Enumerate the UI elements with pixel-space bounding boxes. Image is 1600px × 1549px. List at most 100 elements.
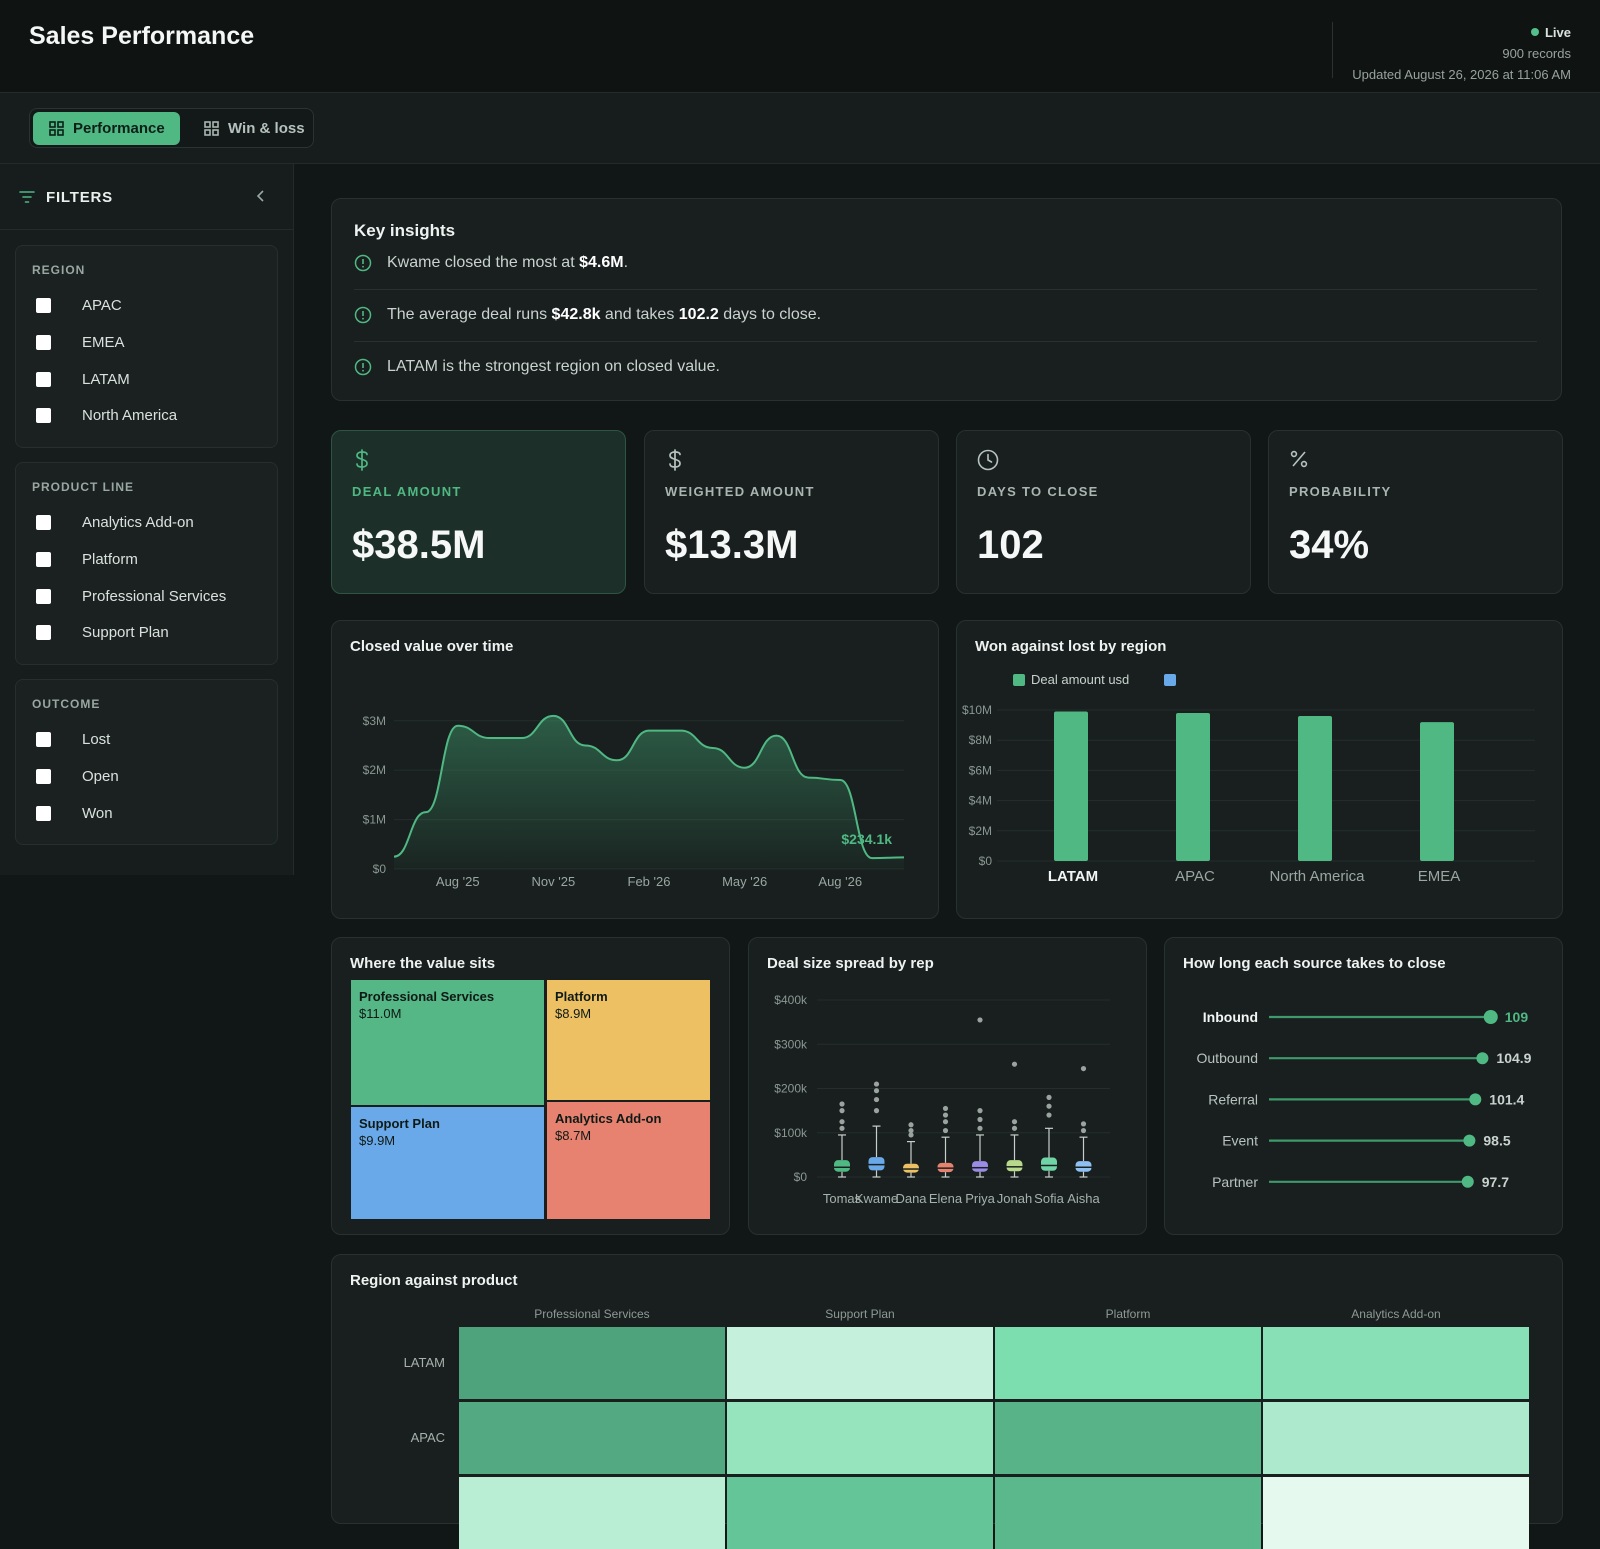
x-tick-label: Jonah: [997, 1191, 1032, 1206]
x-tick-label: Aug '26: [818, 874, 862, 889]
outlier-point: [1046, 1112, 1051, 1117]
checkbox[interactable]: [36, 408, 51, 423]
kpi-deal-amount[interactable]: DEAL AMOUNT $38.5M: [331, 430, 626, 594]
tab-performance-label: Performance: [73, 120, 165, 137]
checkbox[interactable]: [36, 298, 51, 313]
filter-option-label: APAC: [82, 297, 122, 314]
checkbox[interactable]: [36, 372, 51, 387]
outlier-point: [874, 1097, 879, 1102]
treemap-cell-analytics-add-on[interactable]: Analytics Add-on $8.7M: [547, 1102, 710, 1219]
filter-option-label: Won: [82, 805, 113, 822]
checkbox[interactable]: [36, 769, 51, 784]
filter-option-label: Professional Services: [82, 588, 226, 605]
y-tick-label: $8M: [969, 733, 992, 747]
outlier-point: [977, 1108, 982, 1113]
chevron-left-icon[interactable]: [253, 188, 269, 204]
insight-item: Kwame closed the most at $4.6M.: [354, 254, 1529, 306]
outlier-point: [1046, 1095, 1051, 1100]
kpi-probability[interactable]: PROBABILITY 34%: [1268, 430, 1563, 594]
heatmap-cell[interactable]: [1263, 1402, 1529, 1474]
outlier-point: [943, 1112, 948, 1117]
x-tick-label: APAC: [1175, 868, 1215, 885]
outlier-point: [839, 1126, 844, 1131]
y-tick-label: $10M: [962, 703, 992, 717]
checkbox[interactable]: [36, 335, 51, 350]
y-tick-label: $0: [979, 854, 993, 868]
heatmap-cell[interactable]: [459, 1327, 725, 1399]
outlier-point: [1081, 1121, 1086, 1126]
insight-text: The average deal runs $42.8k and takes 1…: [387, 306, 821, 324]
treemap-cell-platform[interactable]: Platform $8.9M: [547, 980, 710, 1100]
outlier-point: [1046, 1104, 1051, 1109]
checkbox[interactable]: [36, 625, 51, 640]
outlier-point: [874, 1088, 879, 1093]
checkbox[interactable]: [36, 552, 51, 567]
kpi-days-to-close[interactable]: DAYS TO CLOSE 102: [956, 430, 1251, 594]
tab-bar: Performance Win & loss: [0, 93, 1600, 164]
x-tick-label: Kwame: [855, 1191, 898, 1206]
bar: [1054, 712, 1088, 861]
box: [834, 1160, 850, 1172]
treemap-cell-support-plan[interactable]: Support Plan $9.9M: [351, 1107, 544, 1219]
kpi-weighted-amount[interactable]: WEIGHTED AMOUNT $13.3M: [644, 430, 939, 594]
alert-circle-icon: [354, 358, 372, 376]
live-indicator: Live: [1352, 22, 1571, 43]
x-tick-label: Priya: [965, 1191, 995, 1206]
area-fill: [394, 716, 904, 869]
heatmap-cell[interactable]: [727, 1477, 993, 1549]
insight-text: LATAM is the strongest region on closed …: [387, 358, 720, 376]
checkbox[interactable]: [36, 589, 51, 604]
outlier-point: [977, 1126, 982, 1131]
x-tick-label: Feb '26: [628, 874, 671, 889]
filter-group-title: REGION: [32, 263, 85, 277]
heatmap-cell[interactable]: [459, 1477, 725, 1549]
box: [1076, 1161, 1092, 1172]
divider: [354, 341, 1537, 342]
checkbox[interactable]: [36, 732, 51, 747]
heatmap-cell[interactable]: [1263, 1477, 1529, 1549]
x-tick-label: EMEA: [1418, 868, 1461, 885]
outlier-point: [1081, 1128, 1086, 1133]
filter-option-label: EMEA: [82, 334, 125, 351]
box: [1007, 1160, 1023, 1171]
category-label: Event: [1222, 1133, 1258, 1149]
record-count: 900 records: [1352, 43, 1571, 64]
heatmap-cell[interactable]: [459, 1402, 725, 1474]
outlier-point: [908, 1132, 913, 1137]
checkbox[interactable]: [36, 515, 51, 530]
live-dot-icon: [1531, 28, 1539, 36]
kpi-label: WEIGHTED AMOUNT: [665, 484, 815, 499]
x-tick-label: Aug '25: [436, 874, 480, 889]
heatmap-cell[interactable]: [995, 1477, 1261, 1549]
bar: [1298, 716, 1332, 861]
clock-icon: [977, 449, 999, 471]
y-tick-label: $300k: [774, 1037, 808, 1051]
tab-win-loss[interactable]: Win & loss: [188, 112, 310, 145]
checkbox[interactable]: [36, 806, 51, 821]
lollipop-dot: [1469, 1093, 1481, 1105]
filter-group-title: PRODUCT LINE: [32, 480, 134, 494]
box: [903, 1164, 919, 1173]
percent-icon: [1289, 449, 1309, 469]
treemap-cell-value: $8.7M: [555, 1127, 702, 1144]
filter-option-label: Platform: [82, 551, 138, 568]
heatmap-cell[interactable]: [1263, 1327, 1529, 1399]
heatmap-cell[interactable]: [727, 1402, 993, 1474]
y-tick-label: $0: [373, 862, 387, 876]
region-product-heatmap-card: Region against product Professional Serv…: [331, 1254, 1563, 1524]
outlier-point: [874, 1081, 879, 1086]
alert-circle-icon: [354, 254, 372, 272]
y-tick-label: $6M: [969, 763, 992, 777]
treemap-cell-professional-services[interactable]: Professional Services $11.0M: [351, 980, 544, 1105]
bar: [1420, 722, 1454, 861]
y-tick-label: $0: [794, 1170, 808, 1184]
heatmap-cell[interactable]: [995, 1327, 1261, 1399]
heatmap-cell[interactable]: [995, 1402, 1261, 1474]
tab-performance[interactable]: Performance: [33, 112, 180, 145]
heatmap-cell[interactable]: [727, 1327, 993, 1399]
view-tabs: Performance Win & loss: [29, 108, 314, 148]
filter-option-label: Open: [82, 768, 119, 785]
